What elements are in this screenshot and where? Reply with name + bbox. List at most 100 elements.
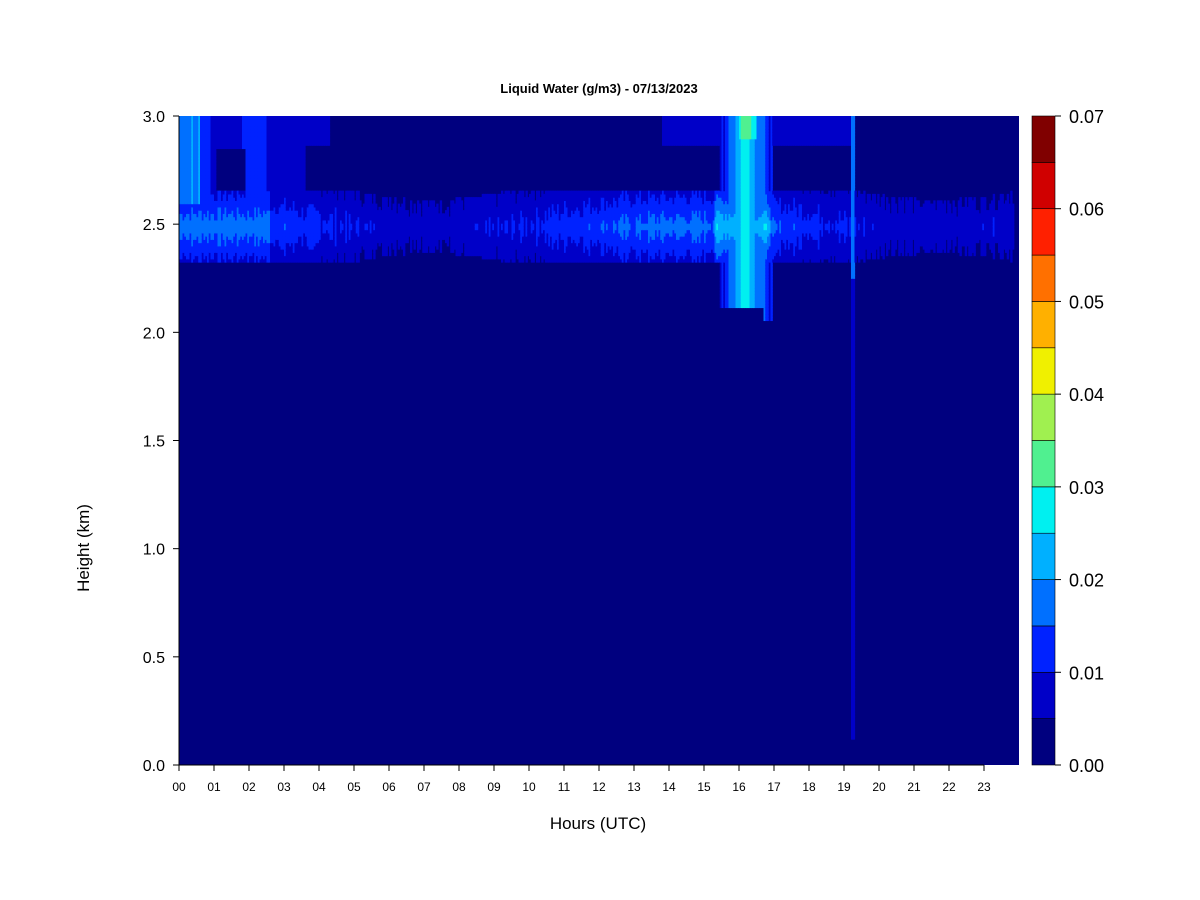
heatmap-cell	[242, 232, 245, 237]
heatmap-cell	[273, 190, 276, 195]
heatmap-cell	[208, 184, 212, 188]
heatmap-cell	[303, 206, 306, 211]
heatmap-cell	[256, 164, 259, 169]
heatmap-cell	[198, 119, 201, 124]
heatmap-cell	[249, 197, 252, 201]
heatmap-cell	[271, 258, 275, 263]
heatmap-cell	[238, 197, 241, 201]
heatmap-cell	[184, 167, 187, 172]
heatmap-cell	[322, 128, 325, 133]
heatmap-cell	[280, 119, 283, 124]
heatmap-cell	[240, 141, 243, 146]
heatmap-cell	[182, 232, 185, 237]
heatmap-cell	[373, 203, 376, 208]
heatmap-cell	[312, 245, 315, 250]
heatmap-cell	[278, 128, 282, 133]
heatmap-cell	[310, 216, 313, 221]
heatmap-cell	[291, 219, 294, 224]
heatmap-cell	[235, 229, 238, 234]
heatmap-cell	[249, 116, 252, 120]
heatmap-cell	[275, 125, 278, 130]
heatmap-cell	[315, 229, 318, 234]
heatmap-cell	[292, 161, 296, 166]
heatmap-cell	[247, 116, 250, 120]
heatmap-cell	[219, 125, 222, 130]
heatmap-cell	[200, 229, 203, 234]
heatmap-cell	[361, 206, 364, 211]
heatmap-cell	[196, 229, 199, 234]
heatmap-cell	[200, 249, 203, 253]
heatmap-cell	[292, 128, 296, 133]
heatmap-cell	[208, 213, 212, 218]
heatmap-cell	[354, 239, 357, 244]
heatmap-cell	[301, 180, 304, 185]
heatmap-cell	[263, 229, 266, 234]
heatmap-cell	[324, 119, 327, 124]
heatmap-cell	[296, 249, 299, 253]
heatmap-cell	[231, 135, 234, 140]
heatmap-cell	[320, 125, 324, 130]
heatmap-cell	[291, 125, 294, 130]
heatmap-cell	[275, 128, 278, 133]
heatmap-cell	[259, 252, 262, 257]
heatmap-cell	[284, 206, 287, 211]
heatmap-cell	[180, 116, 184, 120]
heatmap-cell	[289, 148, 292, 153]
heatmap-cell	[210, 177, 213, 182]
heatmap-cell	[296, 138, 299, 143]
heatmap-cell	[242, 128, 245, 133]
heatmap-cell	[296, 239, 299, 244]
heatmap-cell	[231, 252, 234, 257]
heatmap-cell	[327, 223, 331, 227]
heatmap-cell	[235, 252, 238, 257]
heatmap-cell	[242, 122, 245, 127]
heatmap-cell	[226, 229, 229, 234]
heatmap-cell	[200, 184, 203, 188]
heatmap-cell	[319, 245, 322, 250]
heatmap-cell	[249, 206, 252, 211]
heatmap-cell	[186, 242, 189, 247]
heatmap-cell	[236, 190, 240, 195]
heatmap-cell	[387, 242, 390, 247]
heatmap-cell	[179, 128, 182, 133]
heatmap-cell	[208, 161, 212, 166]
heatmap-cell	[282, 180, 285, 185]
heatmap-cell	[235, 141, 238, 146]
heatmap-cell	[186, 148, 189, 153]
heatmap-cell	[315, 135, 318, 140]
heatmap-cell	[275, 180, 278, 185]
heatmap-cell	[270, 229, 273, 234]
heatmap-cell	[287, 236, 290, 240]
heatmap-cell	[305, 206, 308, 211]
heatmap-cell	[291, 229, 294, 234]
heatmap-cell	[231, 226, 234, 231]
heatmap-cell	[310, 255, 313, 260]
heatmap-cell	[182, 141, 185, 146]
heatmap-cell	[249, 187, 252, 192]
heatmap-cell	[180, 245, 184, 250]
heatmap-cell	[259, 145, 262, 150]
heatmap-cell	[207, 219, 210, 224]
heatmap-cell	[291, 154, 294, 159]
heatmap-cell	[303, 167, 306, 172]
heatmap-cell	[182, 200, 185, 205]
heatmap-cell	[247, 239, 250, 244]
heatmap-cell	[245, 190, 248, 195]
heatmap-cell	[250, 132, 254, 137]
heatmap-cell	[222, 141, 226, 146]
heatmap-cell	[298, 190, 301, 195]
heatmap-cell	[203, 151, 206, 156]
heatmap-cell	[194, 154, 198, 159]
heatmap-cell	[331, 193, 334, 198]
heatmap-cell	[215, 255, 219, 260]
heatmap-cell	[282, 174, 285, 179]
heatmap-cell	[350, 197, 353, 201]
heatmap-cell	[263, 249, 266, 253]
heatmap-cell	[320, 223, 324, 227]
heatmap-cell	[387, 219, 390, 224]
heatmap-cell	[214, 255, 217, 260]
heatmap-cell	[263, 255, 266, 260]
heatmap-cell	[305, 141, 308, 146]
heatmap-cell	[385, 219, 388, 224]
heatmap-cell	[315, 236, 318, 240]
